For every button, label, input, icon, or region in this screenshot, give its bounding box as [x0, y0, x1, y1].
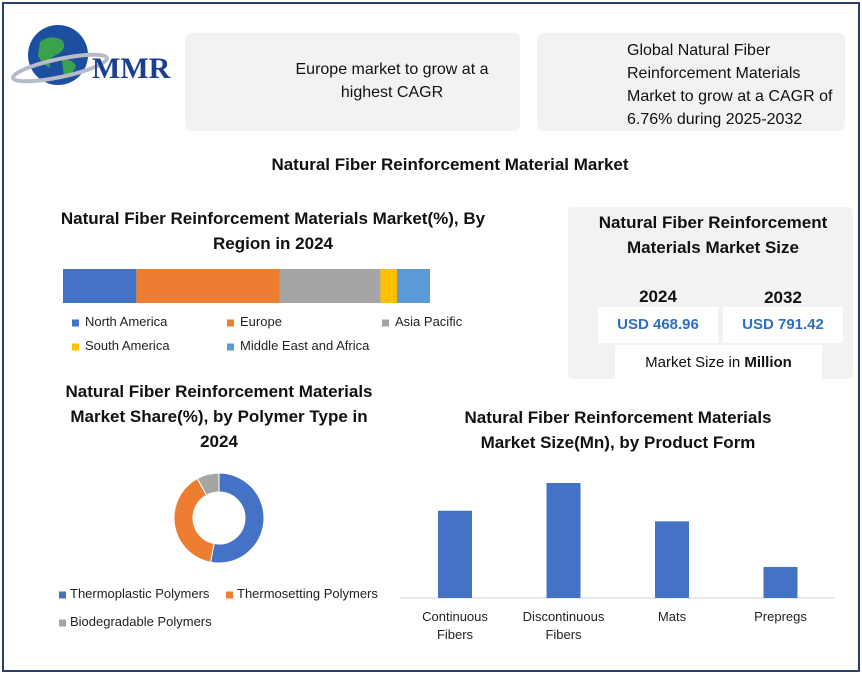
card [537, 33, 845, 131]
market-size-title: Natural Fiber Reinforcement Materials Ma… [598, 213, 828, 257]
size-value: USD 468.96 [598, 307, 718, 343]
legend-marker [227, 319, 234, 327]
year: 2024 [639, 287, 677, 306]
bar-segment [380, 269, 397, 303]
card [185, 33, 520, 131]
size-value: USD 791.42 [723, 307, 843, 343]
note: Market Size in [645, 354, 745, 371]
donut-slice [173, 477, 215, 563]
x-tick-label: Continuous Fibers [422, 609, 488, 642]
bar-segment [136, 269, 280, 303]
bar-segment [396, 269, 430, 303]
legend-marker [59, 591, 66, 599]
legend-label: South America [85, 338, 170, 353]
bar [655, 521, 689, 598]
main-title: Natural Fiber Reinforcement Material Mar… [271, 155, 629, 174]
legend-marker [72, 343, 79, 351]
bar-segment [63, 269, 137, 303]
legend-marker [227, 343, 234, 351]
chart-title: Natural Fiber Reinforcement Materials Ma… [65, 382, 373, 451]
card-text: Europe market to grow at a highest CAGR [295, 61, 489, 101]
legend-marker [382, 319, 389, 327]
legend-marker [226, 591, 233, 599]
legend-label: North America [85, 314, 168, 329]
year: 2032 [764, 288, 802, 307]
donut-slice [196, 472, 220, 496]
legend-marker [72, 319, 79, 327]
legend-label: Europe [240, 314, 282, 329]
legend-label: Biodegradable Polymers [70, 614, 212, 629]
x-tick-label: Discontinuous Fibers [522, 609, 605, 642]
bar-segment [279, 269, 381, 303]
size-note: Market Size in Million [615, 345, 822, 379]
x-tick-label: Prepregs [754, 609, 807, 624]
legend-label: Asia Pacific [395, 314, 463, 329]
chart-title: Natural Fiber Reinforcement Materials Ma… [60, 209, 486, 253]
logo-globe [11, 25, 109, 85]
x-tick-label: Mats [657, 609, 687, 624]
card-text: Global Natural Fiber Reinforcement Mater… [627, 42, 833, 128]
bar [438, 510, 472, 598]
legend-label: Thermoplastic Polymers [70, 586, 210, 601]
legend-label: Thermosetting Polymers [237, 586, 378, 601]
note-unit: Million [744, 354, 792, 371]
logo-text: MMR [92, 52, 171, 85]
legend-label: Middle East and Africa [240, 338, 370, 353]
chart-title: Natural Fiber Reinforcement Materials Ma… [464, 408, 772, 452]
bar [763, 566, 798, 598]
legend-marker [59, 619, 66, 627]
bar [546, 483, 581, 598]
donut-slice [209, 472, 265, 564]
